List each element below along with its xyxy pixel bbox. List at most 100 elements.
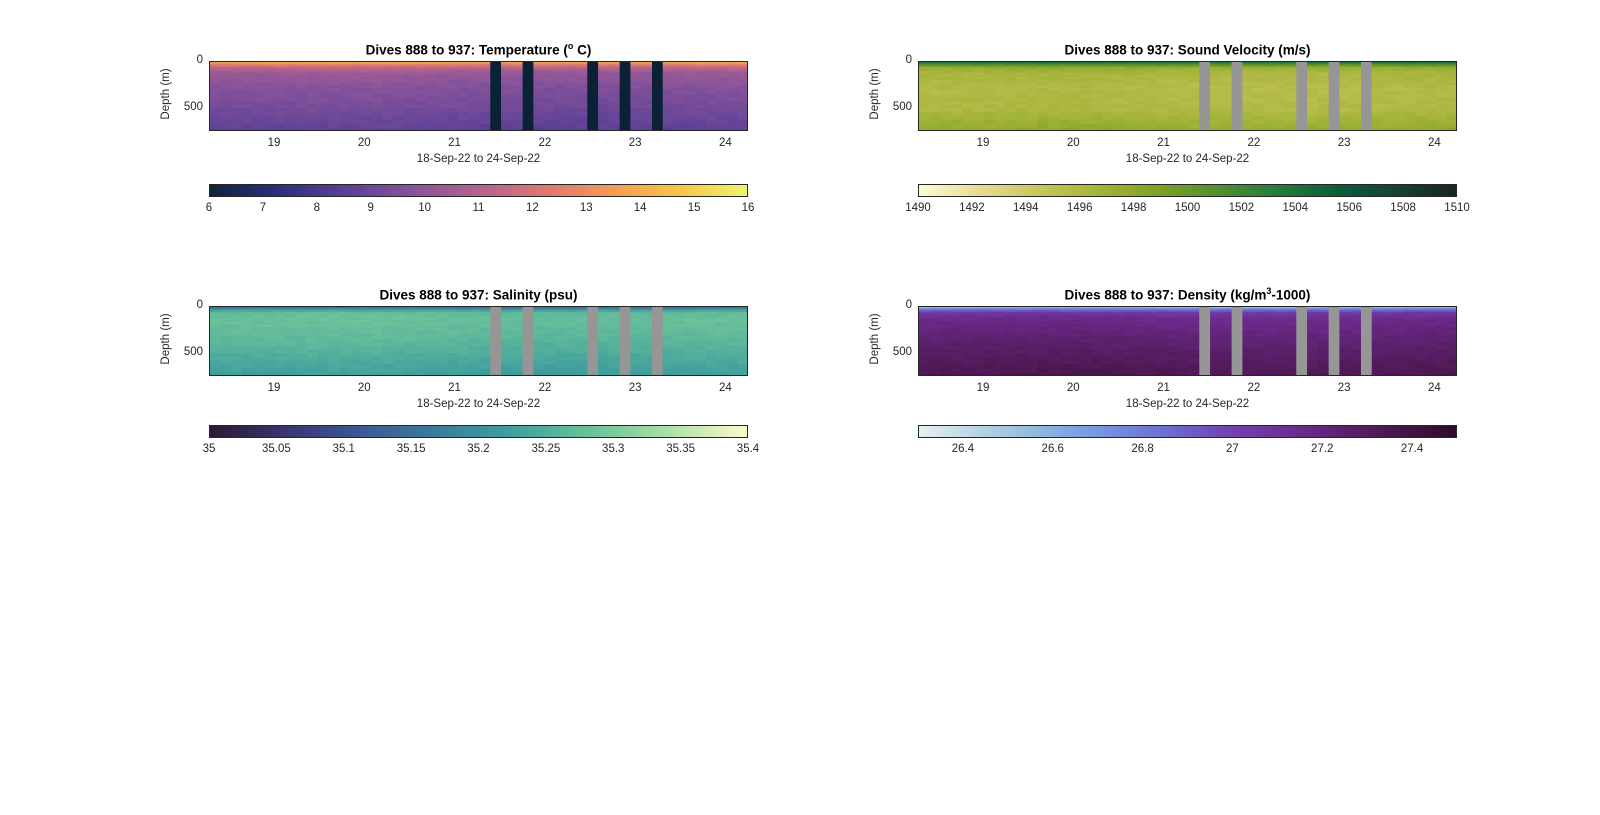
heatmap-cell (425, 372, 437, 375)
heatmap-cell (983, 342, 996, 347)
heatmap-cell (983, 123, 996, 129)
heatmap-cell (962, 127, 974, 130)
heatmap-cell (1210, 315, 1222, 319)
heatmap-cell (641, 65, 653, 68)
heatmap-cell (983, 104, 996, 109)
heatmap-cell (738, 319, 747, 323)
heatmap-cell (1177, 332, 1190, 337)
heatmap-cell (544, 123, 556, 129)
heatmap-cell (738, 85, 747, 89)
heatmap-cell (468, 68, 481, 72)
heatmap-cell (285, 79, 297, 83)
heatmap-cell (1436, 100, 1448, 105)
heatmap-cell (919, 372, 931, 375)
heatmap-cell (1285, 64, 1297, 67)
heatmap-cell (1404, 77, 1416, 81)
heatmap-cell (940, 307, 952, 308)
heatmap-cell (576, 327, 588, 331)
heatmap-cell (436, 100, 448, 105)
heatmap-cell (641, 336, 653, 340)
heatmap-cell (1285, 336, 1297, 340)
heatmap-cell (371, 94, 384, 99)
heatmap-cell (360, 310, 373, 313)
heatmap-cell (328, 330, 340, 334)
heatmap-cell (983, 319, 996, 323)
heatmap-cell (544, 360, 556, 366)
heatmap-cell (511, 119, 524, 125)
heatmap-cell (951, 74, 963, 78)
heatmap-cell (662, 315, 675, 319)
heatmap-cell (1069, 82, 1082, 86)
heatmap-cell (1285, 68, 1297, 72)
heatmap-cell (1307, 324, 1319, 328)
heatmap-cell (468, 97, 481, 102)
heatmap-cell (468, 82, 481, 86)
heatmap-cell (436, 82, 448, 86)
heatmap-cell (1188, 307, 1200, 308)
heatmap-cell (317, 119, 330, 125)
heatmap-cell (630, 100, 642, 105)
heatmap-cell (544, 312, 556, 315)
heatmap-cell (1447, 345, 1456, 350)
heatmap-cell (695, 342, 707, 347)
heatmap-cell (1102, 327, 1114, 331)
heatmap-cell (1274, 64, 1287, 67)
heatmap-cell (1016, 91, 1028, 95)
heatmap-cell (705, 123, 718, 129)
heatmap-cell (404, 100, 416, 105)
heatmap-cell (684, 111, 696, 117)
heatmap-cell (1048, 339, 1060, 344)
heatmap-cell (1059, 100, 1071, 105)
heatmap-cell (608, 319, 621, 323)
heatmap-cell (1382, 104, 1394, 109)
heatmap-cell (1307, 309, 1319, 312)
heatmap-cell (951, 64, 963, 67)
heatmap-cell (274, 111, 287, 117)
heatmap-cell (972, 67, 985, 70)
heatmap-cell (479, 74, 491, 78)
heatmap-cell (296, 310, 308, 313)
heatmap-cell (220, 345, 233, 350)
heatmap-cell (274, 356, 287, 362)
heatmap-cell (220, 68, 233, 72)
heatmap-cell (317, 308, 330, 310)
heatmap-cell (544, 319, 556, 323)
heatmap-cell (1393, 100, 1405, 105)
heatmap-cell (1177, 309, 1190, 312)
heatmap-cell (1263, 308, 1276, 310)
heatmap-cell (1307, 322, 1319, 326)
heatmap-cell (1156, 111, 1168, 117)
heatmap-cell (1371, 360, 1384, 366)
title-suffix: -1000) (1271, 287, 1311, 303)
heatmap-cell (242, 330, 254, 334)
heatmap-cell (1436, 368, 1448, 374)
heatmap-cell (468, 108, 481, 113)
heatmap-cell (1166, 127, 1179, 130)
heatmap-cell (565, 356, 578, 362)
heatmap-cell (1177, 315, 1190, 319)
heatmap-cell (1166, 62, 1179, 64)
heatmap-cell (447, 91, 459, 95)
heatmap-cell (253, 372, 265, 375)
heatmap-cell (1134, 324, 1146, 328)
heatmap-cell (1091, 72, 1103, 76)
heatmap-cell (1069, 308, 1082, 310)
heatmap-cell (339, 62, 351, 63)
heatmap-cell (994, 345, 1006, 350)
heatmap-cell (425, 356, 437, 362)
heatmap-cell (983, 115, 996, 121)
heatmap-cell (274, 339, 287, 344)
heatmap-cell (328, 79, 340, 83)
heatmap-cell (274, 82, 287, 86)
heatmap-cell (317, 91, 330, 95)
heatmap-cell (1317, 327, 1330, 331)
heatmap-cell (1177, 345, 1190, 350)
heatmap-cell (479, 330, 491, 334)
heatmap-cell (641, 127, 653, 130)
heatmap-cell (1134, 307, 1146, 308)
heatmap-cell (360, 368, 373, 374)
heatmap-cell (1436, 353, 1448, 358)
heatmap-cell (608, 97, 621, 102)
heatmap-cell (705, 115, 718, 121)
heatmap-cell (479, 67, 491, 70)
